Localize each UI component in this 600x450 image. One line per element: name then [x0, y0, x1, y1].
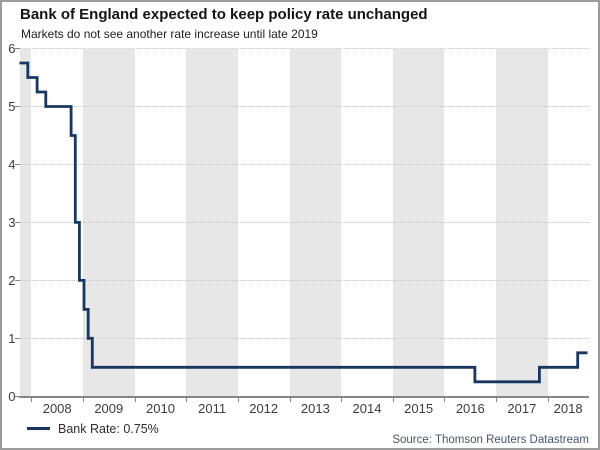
x-axis-label: 2017 — [507, 401, 537, 416]
x-axis-tick — [83, 398, 84, 403]
y-axis-label: 2 — [8, 272, 16, 288]
y-axis-tick — [14, 48, 20, 49]
y-axis-tick — [14, 395, 20, 397]
x-axis-tick — [496, 398, 498, 403]
y-axis-label: 4 — [8, 156, 16, 172]
chart-subtitle: Markets do not see another rate increase… — [21, 27, 318, 41]
legend: Bank Rate: 0.75% — [27, 421, 159, 436]
x-axis-label: 2010 — [146, 401, 175, 416]
x-axis-label: 2008 — [42, 401, 72, 416]
y-axis-label: 0 — [8, 388, 16, 404]
gridline — [19, 106, 589, 107]
x-axis-label: 2014 — [352, 401, 382, 416]
gridline — [19, 221, 589, 223]
x-axis-label: 2011 — [198, 401, 227, 416]
x-axis-tick — [134, 398, 136, 403]
y-axis-label: 6 — [8, 41, 16, 56]
x-axis-label: 2013 — [300, 401, 330, 416]
x-axis-tick — [237, 398, 239, 403]
x-axis-label: 2018 — [553, 401, 583, 416]
y-axis-tick — [14, 337, 20, 339]
y-axis-tick — [14, 163, 20, 165]
x-axis-tick — [186, 398, 188, 403]
x-axis-label: 2015 — [404, 401, 434, 416]
x-axis-label: 2009 — [94, 401, 124, 416]
gridline — [19, 48, 589, 49]
source-credit: Source: Thomson Reuters Datastream — [392, 434, 589, 446]
x-axis-line — [19, 396, 589, 399]
x-axis-tick — [31, 398, 33, 403]
y-axis-label: 3 — [8, 214, 16, 230]
x-axis-label: 2012 — [249, 401, 279, 416]
gridline — [19, 163, 589, 165]
x-axis-tick — [289, 398, 291, 403]
legend-line-swatch — [27, 427, 50, 430]
x-axis-tick — [392, 398, 394, 403]
y-axis-tick — [14, 279, 20, 281]
x-axis-tick — [547, 398, 549, 403]
y-axis-tick — [14, 221, 20, 223]
y-axis-label: 5 — [8, 99, 16, 114]
x-axis-tick — [341, 398, 343, 403]
y-axis-tick — [14, 106, 20, 107]
y-axis-label: 1 — [8, 330, 16, 346]
x-axis-tick — [444, 398, 446, 403]
gridline — [19, 337, 589, 339]
legend-label: Bank Rate: 0.75% — [58, 421, 159, 436]
chart-title: Bank of England expected to keep policy … — [20, 6, 428, 23]
gridline — [19, 279, 589, 281]
x-axis-label: 2016 — [455, 401, 485, 416]
